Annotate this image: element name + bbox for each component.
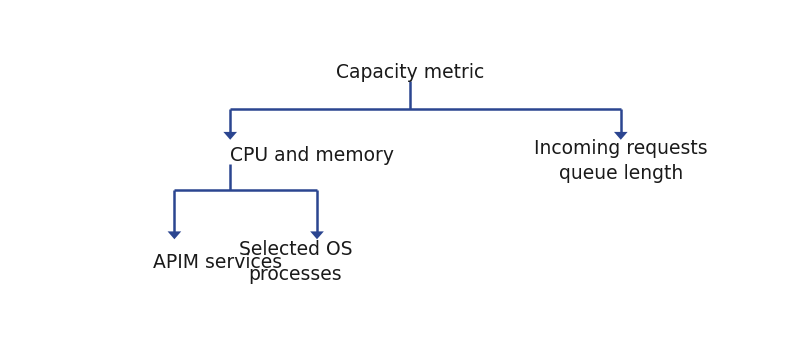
FancyArrow shape <box>167 232 182 239</box>
Text: Capacity metric: Capacity metric <box>336 63 484 82</box>
FancyArrow shape <box>223 132 237 140</box>
Text: Incoming requests
queue length: Incoming requests queue length <box>534 139 708 183</box>
FancyArrow shape <box>614 132 628 140</box>
Text: CPU and memory: CPU and memory <box>230 147 394 166</box>
Text: APIM services: APIM services <box>153 253 282 272</box>
FancyArrow shape <box>310 232 324 239</box>
Text: Selected OS
processes: Selected OS processes <box>238 240 352 284</box>
